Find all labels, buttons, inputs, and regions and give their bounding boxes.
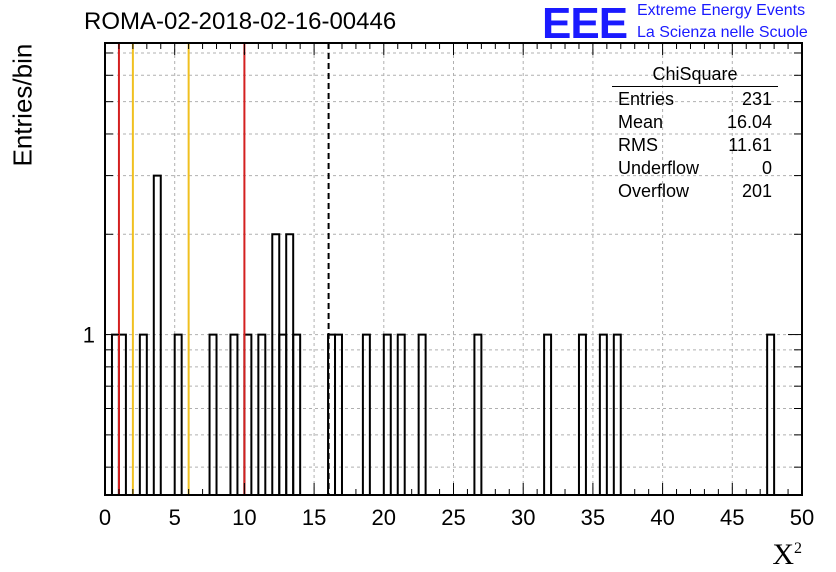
histogram-bar [361,333,371,495]
stats-value: 16.04 [726,112,772,132]
histogram-bar [138,333,148,495]
histogram-bar [543,333,553,495]
stats-label: Entries [618,89,675,109]
histogram-bar [229,333,239,495]
stats-value: 11.61 [728,135,772,155]
logo-subtitle-line1: Extreme Energy Events [637,2,806,19]
histogram-bar [598,333,608,495]
stats-row-mean: Mean 16.04 [612,111,778,134]
x-axis-label: X2 [772,538,802,572]
histogram-bar [396,333,406,495]
x-tick-label: 40 [650,505,674,530]
stats-value: 201 [741,181,772,201]
stats-row-overflow: Overflow 201 [612,180,778,203]
histogram-bar [292,333,302,495]
histogram-bar [577,333,587,495]
histogram-bar [766,333,776,495]
histogram-bar [382,333,392,495]
stats-value: 0 [761,158,772,178]
y-tick-label: 1 [83,323,95,348]
stats-value: 231 [741,89,772,109]
histogram-bar [173,333,183,495]
stats-label: Underflow [618,158,700,178]
chart-title: ROMA-02-2018-02-16-00446 [84,8,397,35]
stats-label: Overflow [618,181,690,201]
stats-title: ChiSquare [612,64,778,87]
eee-logo: EEE [542,0,628,48]
histogram-bar [271,233,281,495]
x-tick-label: 50 [790,505,814,530]
stats-row-underflow: Underflow 0 [612,157,778,180]
x-tick-label: 35 [581,505,605,530]
histogram-bar [257,333,267,495]
x-axis-label-superscript: 2 [794,540,802,557]
x-tick-label: 25 [441,505,465,530]
x-tick-label: 20 [372,505,396,530]
histogram-bar [278,333,288,495]
x-tick-label: 15 [302,505,326,530]
histogram-bar [110,333,120,495]
stats-row-rms: RMS 11.61 [612,134,778,157]
stats-box: ChiSquare Entries 231 Mean 16.04 RMS 11.61 … [612,64,778,203]
histogram-bar [612,333,622,495]
stats-label: Mean [618,112,664,132]
histogram-bar [334,333,343,495]
stats-label: RMS [618,135,658,155]
histogram-bar [417,333,427,495]
histogram-bar [208,333,218,495]
x-axis-label-main: X [772,538,794,571]
x-tick-label: 0 [99,505,111,530]
logo-subtitle-line2: La Scienza nelle Scuole [637,24,808,41]
histogram-bar [285,233,295,495]
histogram-bar [117,333,127,495]
x-tick-label: 10 [232,505,256,530]
x-tick-label: 5 [169,505,181,530]
histogram-bar [243,333,253,495]
histogram-bar [152,174,162,495]
histogram-bar [473,333,483,495]
stats-row-entries: Entries 231 [612,88,778,111]
x-tick-label: 45 [720,505,744,530]
x-tick-label: 30 [511,505,535,530]
